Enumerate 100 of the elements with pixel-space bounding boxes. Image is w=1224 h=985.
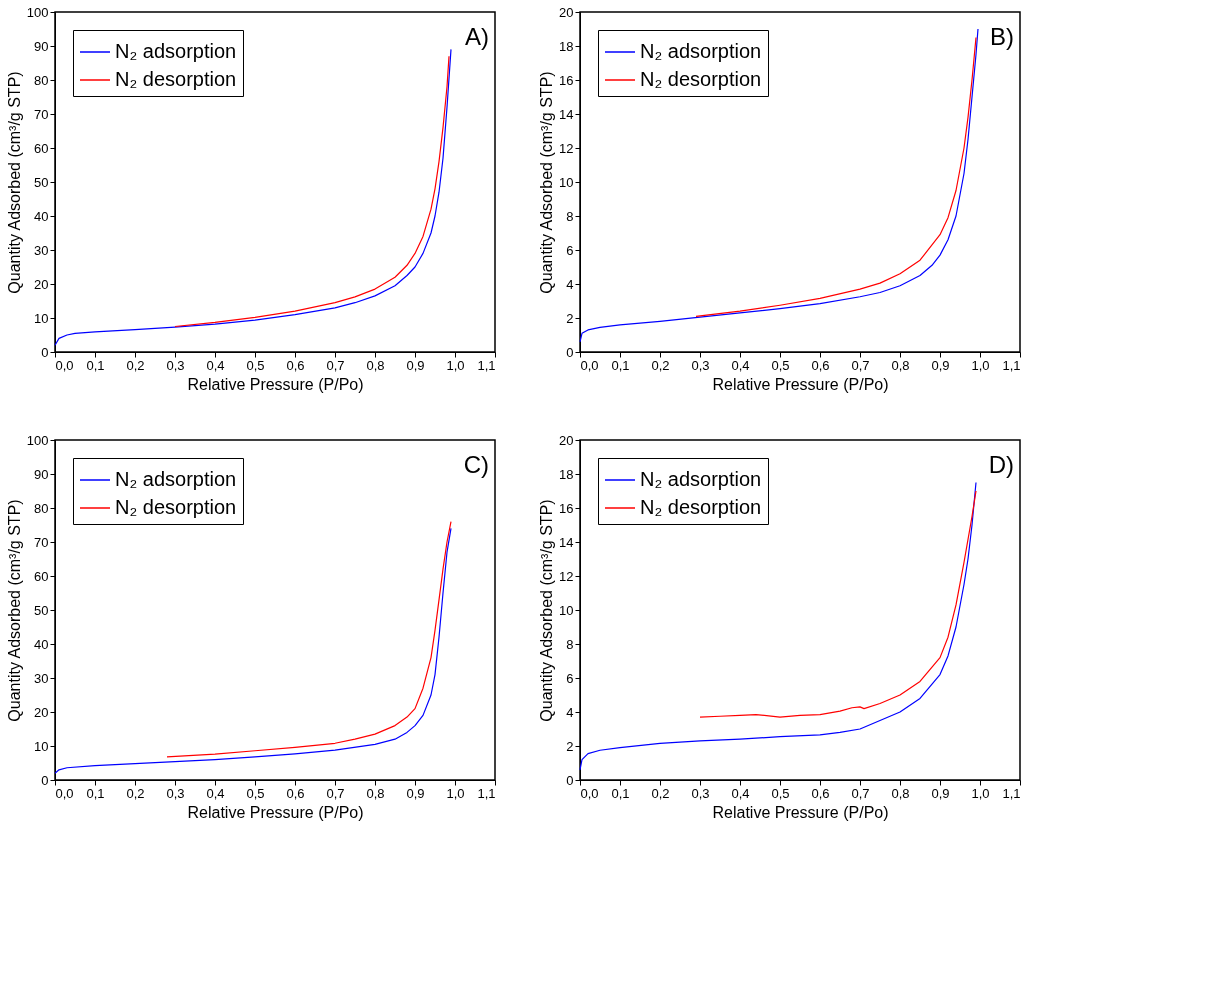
y-tick-label: 20 — [559, 4, 574, 20]
x-tick-label: 0,6 — [811, 785, 830, 801]
y-tick-label: 10 — [559, 602, 574, 618]
x-tick-label: 0,0 — [55, 357, 74, 373]
x-tick-label: 0,7 — [326, 785, 345, 801]
y-axis-title: Quantity Adsorbed (cm³/g STP) — [538, 499, 556, 722]
x-tick-label: 0,2 — [651, 785, 670, 801]
legend-label: N₂ desorption — [115, 496, 237, 518]
legend-label: N₂ adsorption — [640, 40, 762, 62]
y-tick-label: 8 — [566, 636, 574, 652]
annotation: B) — [990, 23, 1014, 50]
y-tick-label: 14 — [559, 534, 574, 550]
x-tick-label: 1,1 — [477, 357, 496, 373]
y-tick-label: 4 — [566, 704, 574, 720]
x-tick-label: 0,3 — [166, 785, 185, 801]
legend-label: N₂ adsorption — [640, 468, 762, 490]
x-tick-label: 0,0 — [55, 785, 74, 801]
x-tick-label: 0,5 — [771, 785, 790, 801]
x-axis-title: Relative Pressure (P/Po) — [187, 803, 364, 821]
x-tick-label: 0,1 — [611, 785, 630, 801]
annotation: C) — [463, 451, 489, 478]
y-tick-label: 100 — [26, 432, 49, 448]
x-tick-label: 0,5 — [771, 357, 790, 373]
y-axis-title: Quantity Adsorbed (cm³/g STP) — [5, 499, 23, 722]
y-tick-label: 12 — [559, 568, 574, 584]
y-axis-title: Quantity Adsorbed (cm³/g STP) — [538, 71, 556, 294]
y-tick-label: 18 — [559, 466, 574, 482]
y-tick-label: 0 — [41, 772, 49, 788]
y-tick-label: 4 — [566, 276, 574, 292]
y-tick-label: 14 — [559, 106, 574, 122]
legend-label: N₂ desorption — [115, 68, 237, 90]
x-tick-label: 0,7 — [326, 357, 345, 373]
x-tick-label: 0,3 — [166, 357, 185, 373]
y-tick-label: 60 — [34, 568, 49, 584]
x-axis-title: Relative Pressure (P/Po) — [187, 375, 364, 393]
x-tick-label: 0,8 — [366, 785, 385, 801]
x-tick-label: 1,0 — [446, 357, 465, 373]
x-tick-label: 1,0 — [446, 785, 465, 801]
line-series — [166, 521, 452, 758]
y-tick-label: 20 — [34, 276, 49, 292]
line-series — [579, 28, 979, 343]
x-tick-label: 0,1 — [86, 357, 105, 373]
x-tick-label: 0,3 — [691, 785, 710, 801]
y-tick-label: 80 — [34, 72, 49, 88]
x-tick-label: 0,1 — [86, 785, 105, 801]
y-tick-label: 2 — [566, 310, 574, 326]
y-tick-label: 6 — [566, 670, 574, 686]
y-tick-label: 90 — [34, 466, 49, 482]
x-tick-label: 0,9 — [931, 357, 950, 373]
x-tick-label: 0,2 — [126, 357, 145, 373]
y-tick-label: 8 — [566, 208, 574, 224]
y-tick-label: 30 — [34, 670, 49, 686]
x-tick-label: 0,9 — [406, 357, 425, 373]
x-tick-label: 0,8 — [891, 785, 910, 801]
y-tick-label: 70 — [34, 534, 49, 550]
y-tick-label: 40 — [34, 208, 49, 224]
legend-label: N₂ desorption — [640, 496, 762, 518]
y-tick-label: 10 — [34, 310, 49, 326]
x-axis-title: Relative Pressure (P/Po) — [712, 803, 889, 821]
y-tick-label: 20 — [34, 704, 49, 720]
legend-label: N₂ desorption — [640, 68, 762, 90]
x-tick-label: 1,1 — [477, 785, 496, 801]
x-tick-label: 0,5 — [246, 785, 265, 801]
y-tick-label: 20 — [559, 432, 574, 448]
x-tick-label: 0,9 — [406, 785, 425, 801]
x-tick-label: 1,0 — [971, 785, 990, 801]
x-tick-label: 0,4 — [731, 357, 750, 373]
legend-label: N₂ adsorption — [115, 40, 237, 62]
x-tick-label: 0,7 — [851, 785, 870, 801]
x-tick-label: 0,9 — [931, 785, 950, 801]
y-tick-label: 2 — [566, 738, 574, 754]
x-tick-label: 1,1 — [1002, 357, 1021, 373]
x-tick-label: 0,6 — [286, 357, 305, 373]
y-tick-label: 50 — [34, 602, 49, 618]
x-tick-label: 0,4 — [206, 785, 225, 801]
y-tick-label: 50 — [34, 174, 49, 190]
x-tick-label: 1,0 — [971, 357, 990, 373]
x-tick-label: 0,8 — [891, 357, 910, 373]
legend-label: N₂ adsorption — [115, 468, 237, 490]
x-tick-label: 0,3 — [691, 357, 710, 373]
annotation: A) — [465, 23, 489, 50]
y-tick-label: 10 — [559, 174, 574, 190]
y-tick-label: 80 — [34, 500, 49, 516]
x-tick-label: 0,4 — [731, 785, 750, 801]
x-tick-label: 0,4 — [206, 357, 225, 373]
y-tick-label: 40 — [34, 636, 49, 652]
y-tick-label: 30 — [34, 242, 49, 258]
y-tick-label: 60 — [34, 140, 49, 156]
annotation: D) — [988, 451, 1014, 478]
y-tick-label: 90 — [34, 38, 49, 54]
y-tick-label: 0 — [566, 344, 574, 360]
x-tick-label: 0,5 — [246, 357, 265, 373]
y-tick-label: 10 — [34, 738, 49, 754]
x-tick-label: 1,1 — [1002, 785, 1021, 801]
x-tick-label: 0,1 — [611, 357, 630, 373]
y-tick-label: 0 — [566, 772, 574, 788]
x-tick-label: 0,0 — [580, 357, 599, 373]
x-tick-label: 0,8 — [366, 357, 385, 373]
line-series — [54, 527, 452, 774]
y-tick-label: 16 — [559, 500, 574, 516]
